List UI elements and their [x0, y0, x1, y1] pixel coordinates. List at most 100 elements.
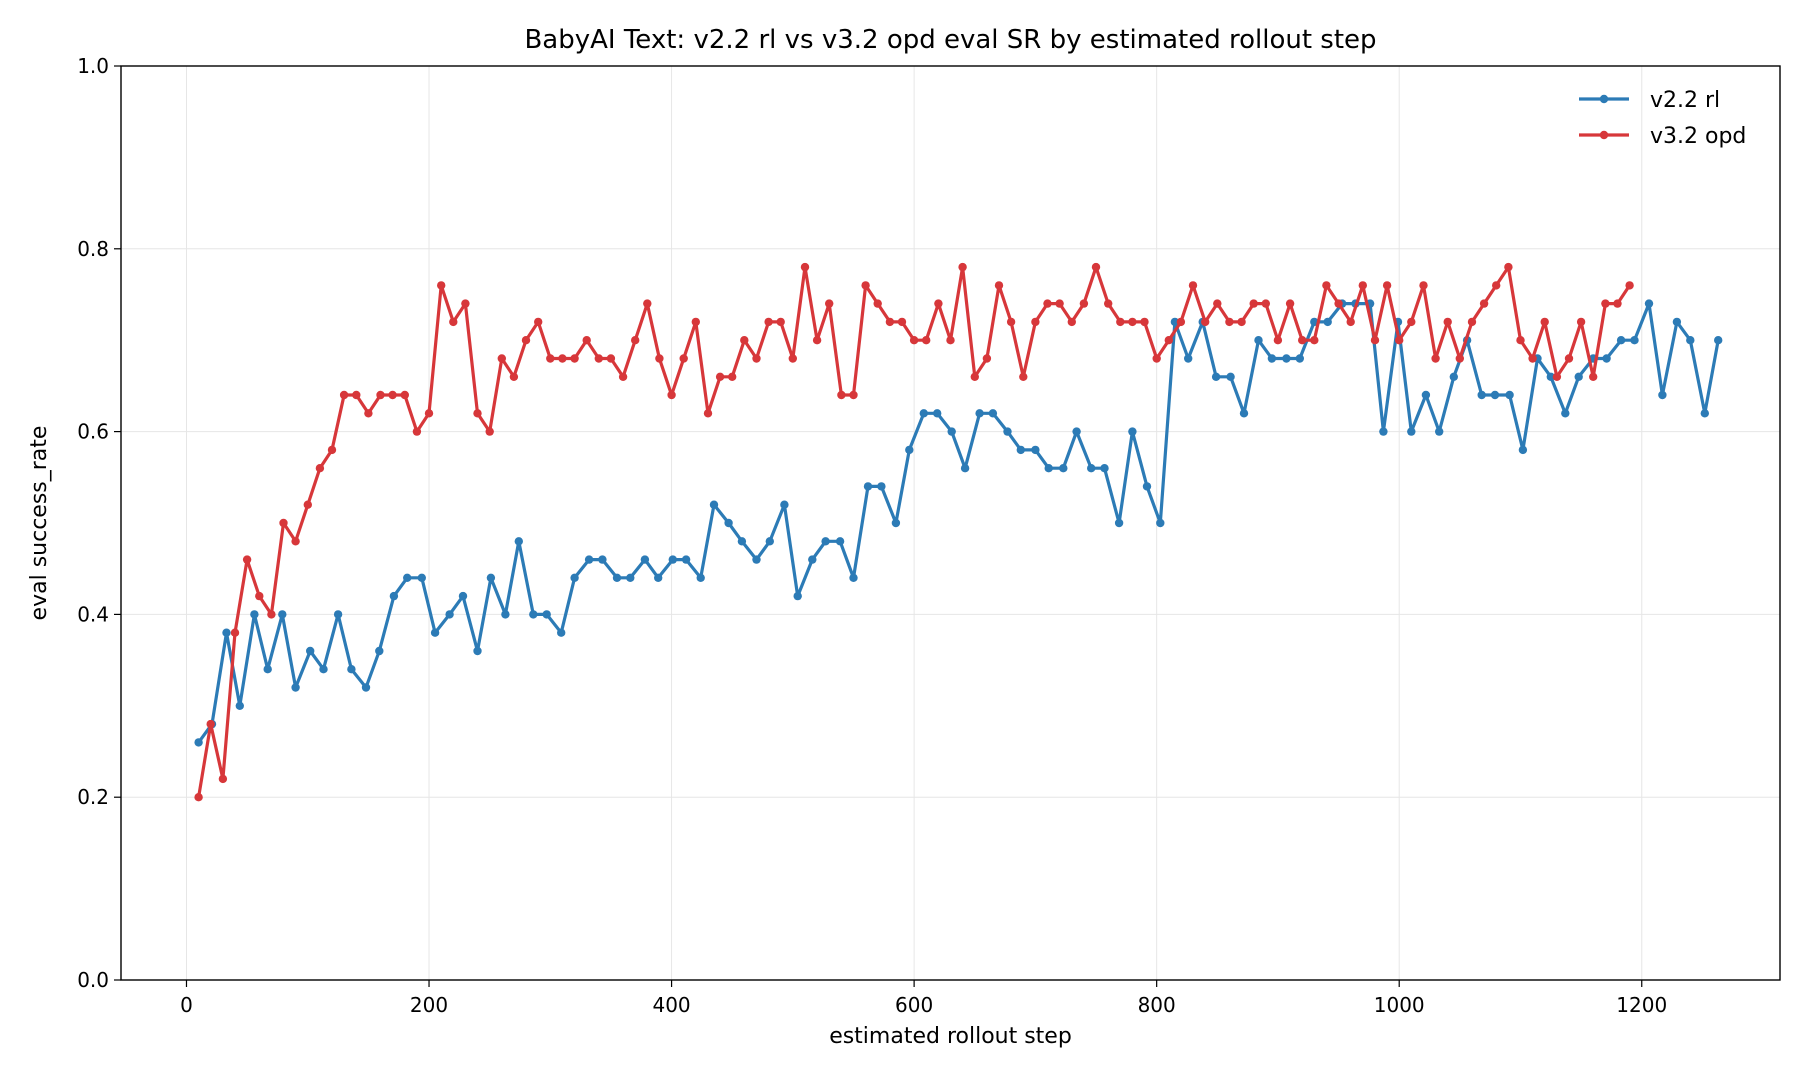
- data-point: [364, 409, 373, 418]
- data-point: [509, 372, 519, 381]
- data-point: [970, 372, 979, 381]
- data-point: [1672, 317, 1682, 327]
- data-point: [1114, 518, 1124, 528]
- data-point: [449, 317, 458, 327]
- data-point: [1407, 427, 1416, 436]
- data-point: [994, 281, 1004, 290]
- data-point: [1625, 281, 1634, 290]
- data-point: [584, 555, 594, 564]
- data-point: [821, 537, 830, 546]
- data-point: [655, 354, 664, 363]
- data-point: [654, 573, 663, 582]
- data-point: [1087, 464, 1096, 473]
- data-point: [1477, 390, 1486, 400]
- data-point: [485, 427, 494, 436]
- data-point: [1201, 317, 1210, 327]
- data-point: [958, 262, 967, 272]
- data-point: [1176, 317, 1186, 327]
- data-point: [1379, 427, 1388, 436]
- data-point: [412, 427, 422, 436]
- data-point: [1589, 372, 1598, 381]
- data-point: [1188, 281, 1198, 290]
- x-tick-label: 200: [410, 993, 448, 1017]
- data-point: [765, 537, 774, 546]
- data-point: [861, 281, 870, 290]
- data-point: [1407, 317, 1416, 327]
- data-point: [1552, 372, 1562, 381]
- data-point: [960, 464, 970, 473]
- data-point: [291, 683, 300, 692]
- data-point: [352, 390, 361, 400]
- data-point: [242, 555, 252, 564]
- data-point: [1031, 317, 1040, 327]
- data-point: [752, 354, 761, 363]
- data-point: [458, 591, 468, 601]
- data-point: [1104, 299, 1113, 308]
- data-point: [1249, 299, 1258, 308]
- data-point: [430, 628, 440, 637]
- data-point: [473, 409, 482, 418]
- data-point: [1003, 427, 1012, 436]
- data-point: [849, 573, 858, 582]
- data-point: [1518, 445, 1528, 455]
- grid: [121, 65, 1780, 981]
- data-point: [558, 354, 567, 363]
- data-point: [400, 390, 409, 400]
- data-point: [1346, 317, 1355, 327]
- data-point: [1435, 427, 1444, 436]
- data-point: [835, 537, 845, 546]
- data-point: [1334, 299, 1343, 308]
- data-point: [437, 281, 446, 290]
- data-point: [486, 573, 496, 582]
- data-point: [521, 336, 531, 345]
- data-point: [1443, 317, 1452, 327]
- data-point: [1490, 390, 1500, 400]
- plot-frame: [120, 65, 1781, 981]
- data-point: [891, 518, 901, 528]
- series-layer: [194, 262, 1723, 802]
- data-point: [1006, 317, 1016, 327]
- data-point: [681, 555, 691, 564]
- data-point: [230, 628, 240, 637]
- data-point: [1714, 336, 1723, 345]
- data-point: [194, 793, 203, 802]
- data-point: [933, 409, 942, 418]
- data-point: [1019, 372, 1028, 381]
- data-point: [582, 336, 591, 345]
- data-point: [1298, 336, 1307, 345]
- data-point: [897, 317, 907, 327]
- data-point: [1140, 317, 1149, 327]
- data-point: [752, 555, 761, 564]
- data-point: [679, 354, 688, 363]
- y-tick-label: 1.0: [77, 54, 109, 78]
- data-point: [424, 409, 434, 418]
- data-point: [388, 390, 397, 400]
- data-point: [445, 610, 454, 619]
- data-point: [1043, 299, 1052, 308]
- data-point: [982, 354, 992, 363]
- data-point: [1213, 299, 1222, 308]
- data-point: [946, 336, 955, 345]
- data-point: [709, 500, 719, 509]
- data-point: [557, 628, 566, 637]
- data-point: [737, 537, 747, 546]
- data-point: [1455, 354, 1465, 363]
- data-point: [975, 409, 984, 418]
- data-point: [1431, 354, 1440, 363]
- data-point: [1546, 372, 1556, 381]
- data-point: [724, 518, 733, 528]
- data-point: [1358, 281, 1368, 290]
- data-point: [570, 354, 579, 363]
- x-tick-label: 1200: [1616, 993, 1667, 1017]
- data-point: [1310, 336, 1319, 345]
- data-point: [291, 537, 300, 546]
- data-point: [780, 500, 789, 509]
- data-point: [812, 336, 822, 345]
- data-point: [1184, 354, 1193, 363]
- x-tick-label: 600: [895, 993, 933, 1017]
- data-point: [1528, 354, 1537, 363]
- data-point: [339, 390, 349, 400]
- series-2: [194, 262, 1634, 802]
- data-point: [1419, 281, 1428, 290]
